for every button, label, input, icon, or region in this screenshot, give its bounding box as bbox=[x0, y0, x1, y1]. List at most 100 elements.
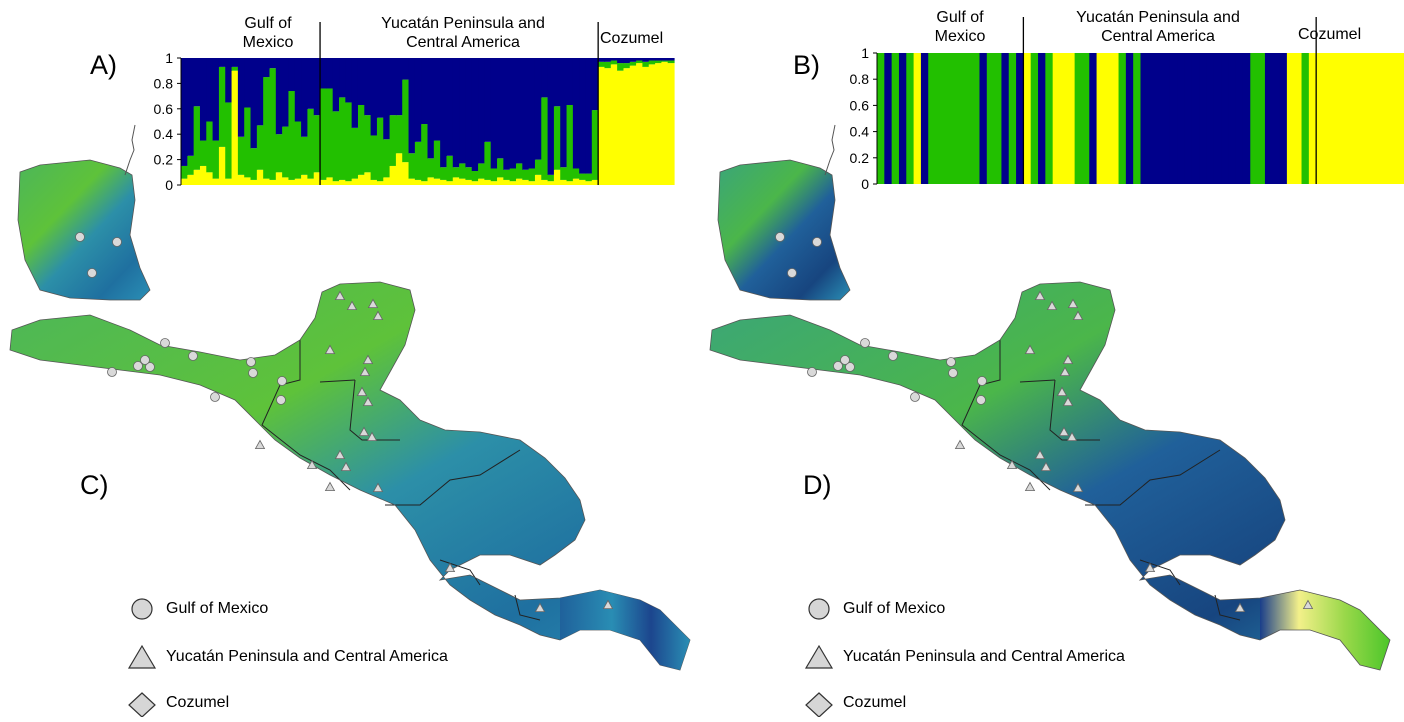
bar-segment-yellow bbox=[301, 174, 309, 185]
bar-segment-blue bbox=[509, 58, 517, 169]
site-circle-icon bbox=[107, 367, 117, 377]
bar-segment-yellow bbox=[610, 64, 618, 185]
site-circle-icon bbox=[860, 338, 870, 348]
bar-yellow bbox=[1096, 53, 1105, 184]
bar-segment-green bbox=[357, 104, 365, 175]
bar-segment-green bbox=[181, 165, 188, 179]
bar-segment-green bbox=[661, 60, 669, 62]
legend-diamond-icon bbox=[128, 692, 156, 718]
legend-c bbox=[127, 598, 157, 718]
site-circle-icon bbox=[845, 362, 855, 372]
site-circle-icon bbox=[75, 232, 85, 242]
site-circle-icon bbox=[775, 232, 785, 242]
bar-segment-green bbox=[648, 60, 656, 65]
bar-segment-green bbox=[376, 117, 384, 182]
bar-segment-yellow bbox=[547, 181, 555, 185]
bar-segment-green bbox=[566, 104, 574, 182]
bar-segment-green bbox=[383, 139, 391, 178]
bar-segment-yellow bbox=[515, 178, 523, 185]
bar-segment-green bbox=[598, 61, 606, 67]
bar-green bbox=[994, 53, 1003, 184]
bar-segment-green bbox=[433, 140, 441, 179]
bar-blue bbox=[1206, 53, 1215, 184]
bar-segment-green bbox=[275, 134, 283, 173]
bar-segment-blue bbox=[402, 58, 410, 80]
site-circle-icon bbox=[188, 351, 198, 361]
bar-segment-yellow bbox=[465, 179, 473, 185]
bar-segment-green bbox=[515, 163, 523, 179]
bar-segment-yellow bbox=[478, 178, 485, 185]
bar-segment-yellow bbox=[661, 61, 669, 186]
bar-segment-yellow bbox=[332, 181, 340, 185]
bar-segment-green bbox=[446, 155, 454, 182]
bar-segment-blue bbox=[275, 58, 283, 135]
site-triangle-icon bbox=[534, 602, 546, 612]
bar-segment-green bbox=[395, 115, 403, 154]
bar-segment-blue bbox=[313, 58, 321, 116]
bar-segment-blue bbox=[617, 58, 625, 64]
bar-segment-yellow bbox=[655, 63, 662, 185]
legend-triangle-icon bbox=[804, 644, 834, 669]
bar-segment-green bbox=[421, 124, 429, 182]
site-triangle-icon bbox=[1059, 366, 1071, 377]
bar-yellow bbox=[1345, 53, 1354, 184]
bar-segment-green bbox=[414, 141, 422, 180]
site-triangle-icon bbox=[334, 290, 346, 301]
bar-blue bbox=[1242, 53, 1251, 184]
bar-green bbox=[1045, 53, 1054, 184]
panama-surface-c bbox=[560, 590, 690, 670]
bar-yellow bbox=[1059, 53, 1068, 184]
bar-segment-yellow bbox=[648, 64, 656, 185]
y-tick-label: 1 bbox=[861, 45, 869, 61]
bar-segment-yellow bbox=[490, 181, 498, 185]
bar-segment-blue bbox=[553, 58, 561, 107]
bar-segment-blue bbox=[648, 58, 656, 61]
bar-segment-yellow bbox=[598, 66, 606, 185]
bar-segment-blue bbox=[440, 58, 448, 168]
bar-segment-yellow bbox=[275, 172, 283, 185]
header-cozumel-b: Cozumel bbox=[1298, 26, 1362, 43]
bar-segment-blue bbox=[522, 58, 530, 170]
legend-label-yucatan-c: Yucatán Peninsula and Central America bbox=[166, 648, 448, 665]
bar-green bbox=[1081, 53, 1090, 184]
bar-segment-blue bbox=[357, 58, 365, 105]
bar-segment-blue bbox=[282, 58, 290, 127]
bar-segment-yellow bbox=[541, 179, 549, 185]
y-tick-label: 0.4 bbox=[850, 124, 870, 140]
bar-segment-blue bbox=[263, 58, 271, 78]
bar-segment-blue bbox=[294, 58, 302, 122]
bar-segment-green bbox=[617, 63, 625, 71]
bar-segment-yellow bbox=[572, 178, 580, 185]
site-circle-icon bbox=[87, 268, 97, 278]
bar-segment-green bbox=[301, 136, 309, 175]
bar-segment-green bbox=[484, 141, 492, 180]
bar-segment-blue bbox=[572, 58, 580, 169]
site-circle-icon bbox=[145, 362, 155, 372]
bar-segment-yellow bbox=[553, 169, 561, 185]
bar-green bbox=[986, 53, 995, 184]
site-triangle-icon bbox=[1072, 482, 1084, 493]
bar-segment-yellow bbox=[193, 169, 201, 185]
bar-segment-green bbox=[345, 102, 353, 182]
bar-segment-yellow bbox=[414, 179, 422, 185]
bar-segment-blue bbox=[421, 58, 429, 125]
bar-segment-blue bbox=[225, 58, 233, 103]
bar-yellow bbox=[1323, 53, 1332, 184]
bar-segment-green bbox=[332, 111, 340, 182]
bar-segment-green bbox=[610, 60, 618, 65]
bar-segment-green bbox=[193, 106, 201, 170]
bar-blue bbox=[1147, 53, 1156, 184]
bar-green bbox=[877, 53, 885, 184]
bar-segment-blue bbox=[459, 58, 467, 164]
bar-segment-blue bbox=[193, 58, 201, 107]
bar-yellow bbox=[1286, 53, 1295, 184]
site-circle-icon bbox=[948, 368, 958, 378]
bar-segment-green bbox=[250, 148, 258, 180]
bar-blue bbox=[1191, 53, 1200, 184]
bar-segment-green bbox=[199, 140, 207, 166]
bar-segment-blue bbox=[610, 58, 618, 61]
legend-circle-icon bbox=[808, 598, 830, 620]
bar-segment-green bbox=[623, 63, 631, 69]
bar-blue bbox=[1001, 53, 1010, 184]
